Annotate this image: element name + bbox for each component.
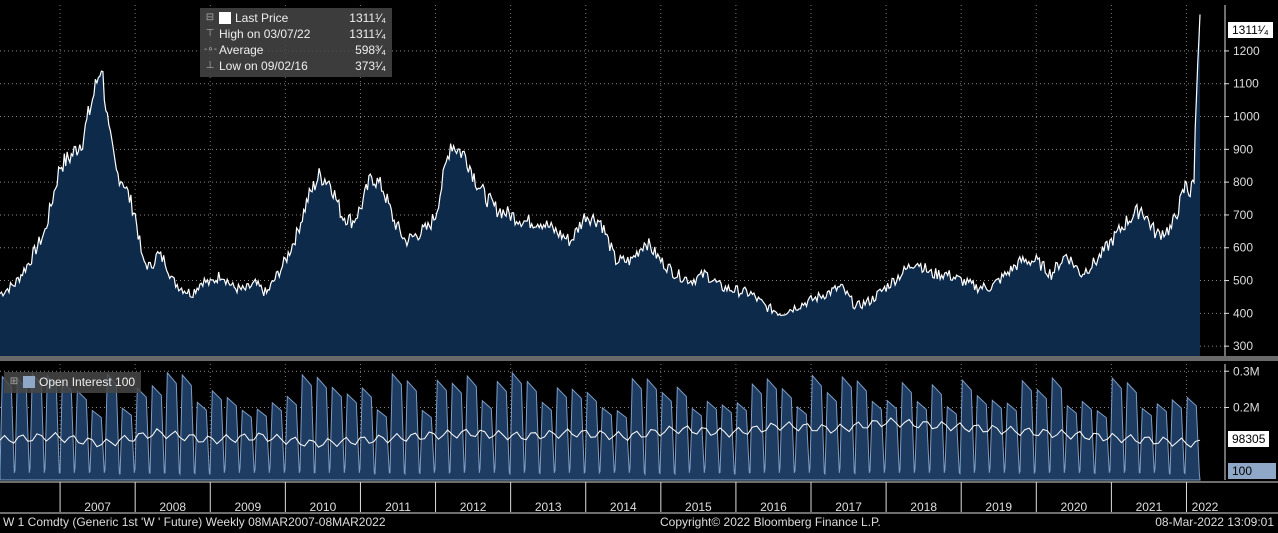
last-price-tag: 1311¹⁄₄	[1228, 22, 1273, 38]
price-y-axis: 300 400 500 600 700 800 900 1000 1100 1200	[1224, 5, 1260, 356]
oi-last-tag: 100	[1228, 463, 1276, 479]
x-tick-label: 2008	[159, 500, 186, 514]
price-legend[interactable]: ⊟ Last Price 1311¹⁄₄ ⊤ High on 03/07/22 1311…	[200, 8, 392, 77]
open-interest-average-line	[0, 417, 1201, 448]
collapse-icon[interactable]: ⊟	[205, 12, 215, 23]
high-marker-icon: ⊤	[205, 28, 215, 39]
legend-row-last-price: ⊟ Last Price 1311¹⁄₄	[205, 11, 386, 25]
x-tick-label: 2007	[84, 500, 111, 514]
oi-tick-label: 0.3M	[1233, 364, 1260, 378]
average-marker-icon: -∘-	[204, 44, 217, 55]
price-tick-label: 700	[1233, 208, 1253, 222]
oi-y-axis: 0.3M 0.2M	[1224, 364, 1260, 480]
x-tick-label: 2017	[835, 500, 862, 514]
x-tick-label: 2015	[685, 500, 712, 514]
x-tick-label: 2012	[460, 500, 487, 514]
panel-divider[interactable]	[0, 356, 1278, 361]
x-tick-label: 2009	[234, 500, 261, 514]
low-marker-icon: ⊥	[205, 60, 215, 71]
price-tick-label: 1000	[1233, 110, 1260, 124]
x-tick-label: 2019	[985, 500, 1012, 514]
x-axis: 2007 2008 2009 2010 2011 2012 2013 2014 2015 2016…	[0, 481, 1278, 514]
x-tick-label: 2014	[610, 500, 637, 514]
oi-legend[interactable]: ⊞ Open Interest 100	[4, 372, 142, 393]
footer-security: W 1 Comdty (Generic 1st 'W ' Future) Wee…	[3, 515, 386, 529]
price-tick-label: 1200	[1233, 44, 1260, 58]
price-tick-label: 900	[1233, 142, 1253, 156]
price-tick-label: 300	[1233, 339, 1253, 353]
white-swatch-icon	[219, 12, 231, 24]
x-tick-label: 2016	[760, 500, 787, 514]
expand-icon[interactable]: ⊞	[9, 376, 19, 387]
x-tick-label: 2013	[535, 500, 562, 514]
x-tick-label: 2020	[1060, 500, 1087, 514]
x-tick-label: 2010	[310, 500, 337, 514]
price-line	[0, 14, 1201, 317]
footer-timestamp: 08-Mar-2022 13:09:01	[1155, 515, 1274, 529]
oi-swatch-icon	[23, 376, 35, 388]
x-tick-label: 2018	[910, 500, 937, 514]
x-tick-label: 2011	[385, 500, 411, 514]
footer-copyright: Copyright© 2022 Bloomberg Finance L.P.	[660, 515, 881, 529]
price-area	[0, 14, 1200, 356]
legend-row-average: -∘- Average 598³⁄₄	[204, 43, 386, 57]
legend-row-low: ⊥ Low on 09/02/16 373¹⁄₄	[205, 59, 386, 73]
x-tick-label: 2022	[1192, 500, 1219, 514]
oi-average-tag: 98305	[1228, 431, 1270, 447]
price-tick-label: 500	[1233, 274, 1253, 288]
price-tick-label: 400	[1233, 306, 1253, 320]
x-tick-label: 2021	[1136, 500, 1163, 514]
open-interest-area	[0, 371, 1201, 481]
oi-tick-label: 0.2M	[1233, 401, 1260, 415]
legend-row-high: ⊤ High on 03/07/22 1311¹⁄₄	[205, 27, 386, 41]
price-tick-label: 1100	[1233, 77, 1259, 91]
price-tick-label: 800	[1233, 175, 1253, 189]
price-tick-label: 600	[1233, 241, 1253, 255]
